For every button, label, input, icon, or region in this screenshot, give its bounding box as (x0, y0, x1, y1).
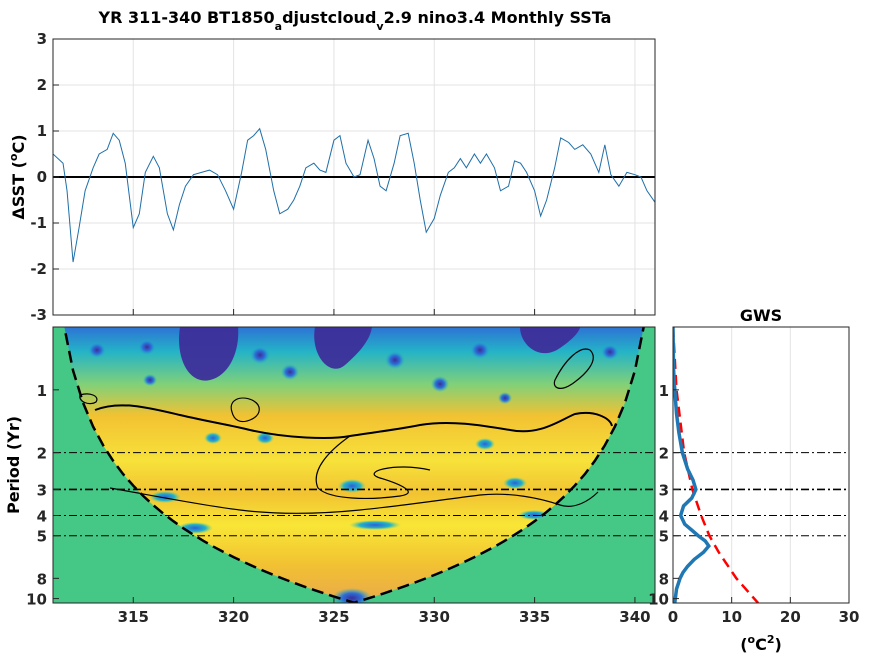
timeseries-y-ticks: -3 -2 -1 0 1 2 3 (30, 30, 636, 324)
gws-frame (672, 326, 850, 604)
y-tick-label: 8 (659, 570, 669, 588)
y-tick-label: 0 (37, 168, 47, 186)
wavelet-y-ticks: 1 2 3 4 5 8 10 (26, 382, 59, 609)
y-tick-label: 10 (26, 591, 47, 609)
low-power-spot (385, 351, 405, 369)
y-tick-label: 10 (648, 591, 669, 609)
wavelet-frame (52, 326, 656, 604)
x-tick-label: 20 (780, 608, 801, 626)
low-power-spot (338, 479, 366, 493)
contour-line (553, 348, 594, 389)
low-power-region (520, 327, 580, 354)
y-tick-label: 3 (659, 481, 669, 499)
low-power-spot (503, 477, 527, 489)
wavelet-power-image (53, 327, 655, 603)
ssta-series-line (53, 127, 655, 263)
low-power-spot (498, 392, 512, 404)
low-power-spot (470, 341, 490, 359)
low-power-spot (149, 491, 181, 503)
x-tick-label: 330 (419, 608, 450, 626)
low-power-spot (349, 520, 401, 530)
gws-x-ticks: 0 10 20 30 (668, 597, 860, 626)
low-power-spot (475, 438, 495, 450)
y-tick-label: 2 (659, 445, 669, 463)
gws-background (673, 327, 849, 603)
x-tick-label: 335 (519, 608, 550, 626)
low-power-spot (88, 342, 106, 358)
x-tick-label: 315 (118, 608, 149, 626)
low-power-region (179, 327, 239, 381)
x-tick-label: 340 (619, 608, 650, 626)
low-power-spot (601, 344, 619, 360)
y-tick-label: -2 (30, 260, 47, 278)
x-tick-label: 320 (218, 608, 249, 626)
low-power-spot (143, 374, 157, 386)
gws-red-noise-line (673, 327, 760, 603)
y-tick-label: 2 (37, 76, 47, 94)
gws-title: GWS (740, 306, 782, 325)
y-tick-label: 1 (659, 382, 669, 400)
y-tick-label: 1 (37, 122, 47, 140)
x-tick-label: 10 (721, 608, 742, 626)
low-power-spot (138, 339, 156, 355)
contour-line (79, 393, 98, 405)
wavelet-panel: 315 320 325 330 335 340 1 2 3 4 5 8 10 Period (Yr) (4, 326, 656, 626)
gws-power-line (673, 327, 711, 603)
chart-title: YR 311-340 BT1850adjustcloudv2.9 nino3.4… (98, 8, 612, 33)
x-tick-label: 325 (318, 608, 349, 626)
y-tick-label: -3 (30, 306, 47, 324)
y-tick-label: 4 (37, 508, 47, 526)
contour-line (230, 397, 260, 423)
wavelet-x-ticks: 315 320 325 330 335 340 (118, 597, 651, 626)
wavelet-y-label: Period (Yr) (4, 416, 23, 514)
contour-line (94, 404, 613, 439)
x-tick-label: 30 (839, 608, 860, 626)
timeseries-y-label: ΔSST (oC) (7, 134, 28, 219)
y-tick-label: 8 (37, 570, 47, 588)
y-tick-label: 5 (37, 528, 47, 546)
low-power-spot (204, 432, 222, 444)
significance-contours (79, 348, 613, 514)
low-power-spot (256, 432, 274, 444)
x-tick-label: 0 (668, 608, 678, 626)
gws-x-label: (oC2) (740, 633, 782, 654)
low-power-spot (281, 364, 299, 380)
wavelet-grid (53, 452, 655, 537)
y-tick-label: 3 (37, 481, 47, 499)
timeseries-panel: -3 -2 -1 0 1 2 3 ΔSST (oC) (7, 30, 656, 324)
contour-line (315, 435, 431, 499)
y-tick-label: 4 (659, 508, 669, 526)
power-minima (88, 327, 619, 603)
y-tick-label: 2 (37, 445, 47, 463)
contour-line (109, 487, 599, 514)
y-tick-label: 3 (37, 30, 47, 48)
low-power-spot (518, 510, 550, 520)
low-power-spot (250, 346, 270, 364)
y-tick-label: 5 (659, 528, 669, 546)
y-tick-label: -1 (30, 214, 47, 232)
low-power-spot (431, 376, 449, 392)
low-power-spot (332, 588, 372, 603)
low-power-region (314, 327, 372, 369)
y-tick-label: 1 (37, 382, 47, 400)
gws-y-ticks: 1 2 3 4 5 8 10 (648, 382, 679, 609)
